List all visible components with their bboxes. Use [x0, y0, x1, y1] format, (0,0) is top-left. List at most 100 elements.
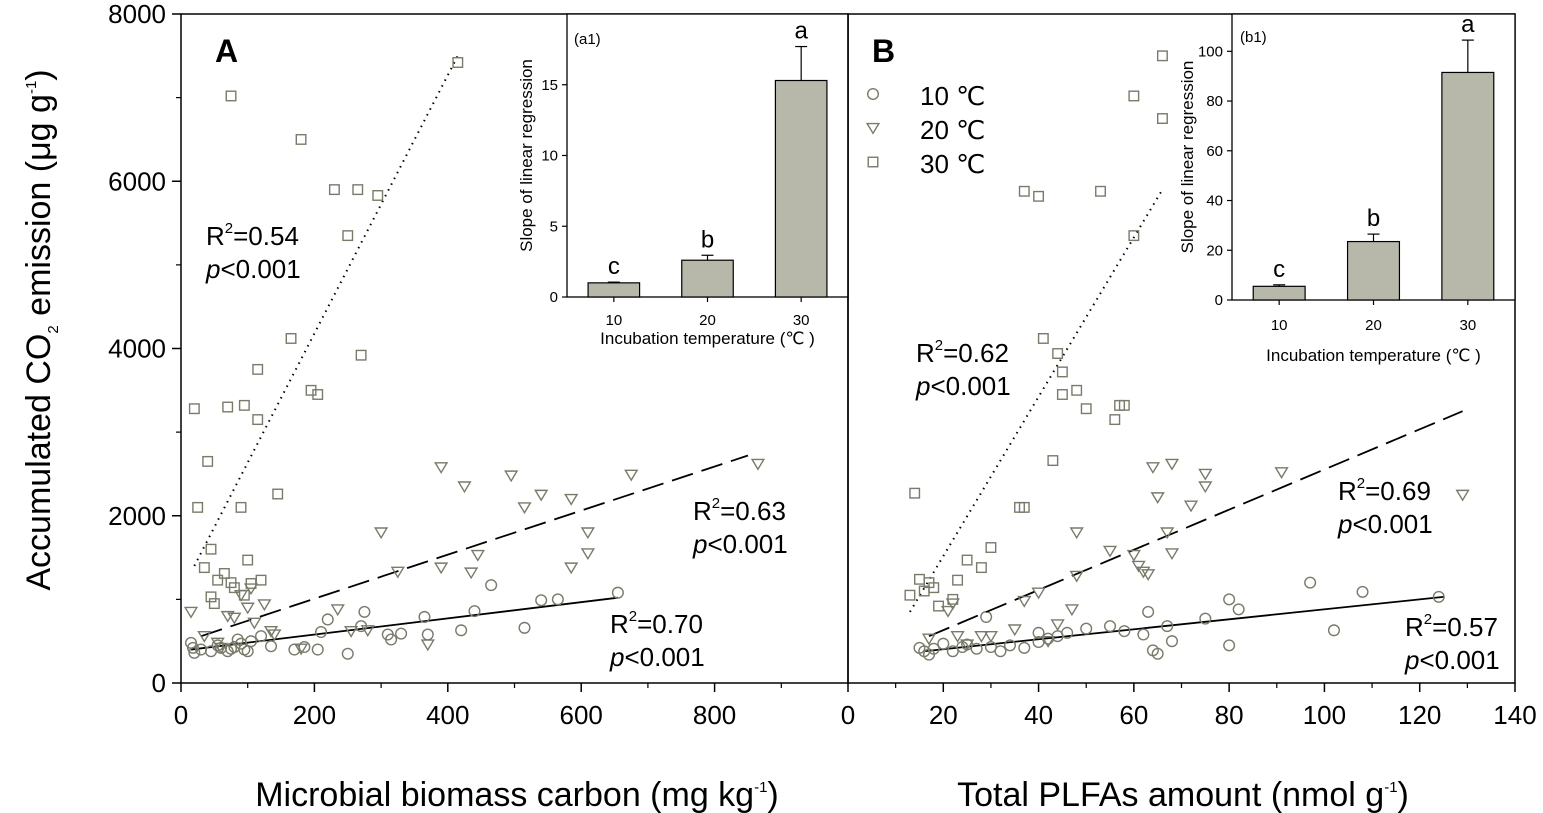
data-point	[205, 591, 217, 603]
data-point	[961, 554, 973, 566]
data-point	[1156, 50, 1168, 62]
data-point	[464, 567, 479, 580]
data-point	[1017, 595, 1032, 608]
data-point	[564, 493, 579, 506]
series-circle: R2=0.57p<0.001	[913, 576, 1500, 675]
inset-y-tick-label: 40	[1206, 193, 1223, 210]
data-point	[1136, 566, 1151, 579]
data-point	[909, 487, 921, 499]
inset-y-tick-label: 0	[1215, 292, 1223, 309]
panel-label: B	[872, 33, 895, 69]
data-point	[1199, 612, 1212, 625]
data-point	[611, 586, 624, 599]
data-point	[1064, 604, 1080, 617]
legend-marker	[867, 156, 879, 168]
inset-bar	[1346, 240, 1401, 301]
inset-x-tick-label: 10	[1271, 317, 1288, 334]
data-point	[227, 612, 242, 625]
data-point	[1164, 458, 1180, 471]
data-point	[395, 627, 408, 640]
inset-x-tick-label: 20	[699, 312, 716, 329]
significance-letter: c	[608, 253, 620, 280]
data-point	[238, 399, 250, 411]
r-squared-label: R2=0.69	[1338, 475, 1431, 506]
data-point	[1131, 560, 1146, 573]
data-point	[360, 625, 375, 637]
data-point	[950, 630, 965, 643]
significance-letter: a	[1461, 11, 1475, 38]
data-point	[390, 566, 405, 579]
data-point	[238, 589, 250, 601]
data-point	[1047, 455, 1059, 467]
data-point	[1056, 389, 1068, 400]
significance-letter: a	[794, 18, 808, 45]
data-point	[1151, 647, 1164, 660]
data-point	[952, 574, 964, 586]
data-point	[434, 462, 449, 474]
data-point	[295, 133, 307, 145]
data-point	[183, 606, 199, 619]
data-point	[455, 624, 468, 637]
data-point	[750, 458, 766, 471]
data-point	[1007, 624, 1022, 637]
data-point	[252, 363, 264, 375]
data-point	[1137, 628, 1150, 641]
data-point	[372, 190, 384, 201]
r-squared-label: R2=0.54	[206, 220, 299, 251]
legend-marker	[865, 122, 881, 135]
data-point	[312, 389, 324, 400]
inset-bar-chart: 0 5 10 15 (a1) c 10 b 20 a 30 Slope of linear regre…	[517, 13, 849, 348]
data-point	[904, 589, 916, 601]
y-axis-title: Accumulated CO2 emission (μg g-1)	[20, 69, 62, 590]
x-tick-label: 20	[929, 700, 958, 730]
data-point	[212, 574, 224, 586]
series-square: R2=0.62p<0.001	[904, 50, 1168, 613]
data-point	[1304, 576, 1317, 589]
data-point	[1104, 620, 1117, 633]
data-point	[1050, 619, 1065, 632]
data-point	[265, 640, 278, 653]
data-point	[921, 633, 937, 646]
data-point	[535, 594, 548, 607]
data-point	[504, 470, 519, 483]
data-point	[272, 488, 284, 500]
data-point	[255, 574, 267, 586]
data-point	[1232, 603, 1245, 616]
p-value-label: p<0.001	[205, 254, 301, 284]
data-point	[1223, 639, 1236, 652]
p-value-label: p<0.001	[609, 642, 705, 672]
data-point	[994, 645, 1007, 658]
data-point	[1003, 639, 1017, 652]
inset-y-tick-label: 60	[1206, 143, 1223, 160]
data-point	[534, 489, 549, 502]
legend-label: 10 ℃	[920, 81, 985, 111]
data-point	[485, 579, 498, 592]
data-point	[240, 602, 255, 615]
inset-bar	[774, 79, 828, 298]
data-point	[1198, 481, 1213, 494]
x-tick-label: 120	[1398, 700, 1441, 730]
y-tick-label: 0	[152, 668, 166, 698]
inset-y-tick-label: 20	[1206, 242, 1223, 259]
data-point	[970, 642, 983, 655]
series-triangle: R2=0.63p<0.001	[183, 454, 788, 656]
regression-line	[909, 189, 1164, 613]
data-point	[358, 605, 371, 618]
x-tick-label: 100	[1303, 700, 1346, 730]
series-circle: R2=0.70p<0.001	[184, 579, 705, 672]
legend-label: 20 ℃	[920, 115, 985, 145]
y-tick-label: 8000	[108, 0, 166, 29]
data-point	[551, 593, 564, 606]
x-tick-label: 0	[841, 700, 855, 730]
data-point	[257, 599, 272, 612]
data-point	[321, 613, 334, 626]
data-point	[267, 629, 282, 642]
p-value-label: p<0.001	[915, 371, 1011, 401]
regression-line	[928, 410, 1463, 637]
inset-y-tick-label: 100	[1198, 43, 1223, 60]
data-point	[285, 333, 297, 344]
data-point	[247, 617, 262, 630]
data-point	[208, 598, 220, 610]
data-point	[235, 501, 247, 513]
